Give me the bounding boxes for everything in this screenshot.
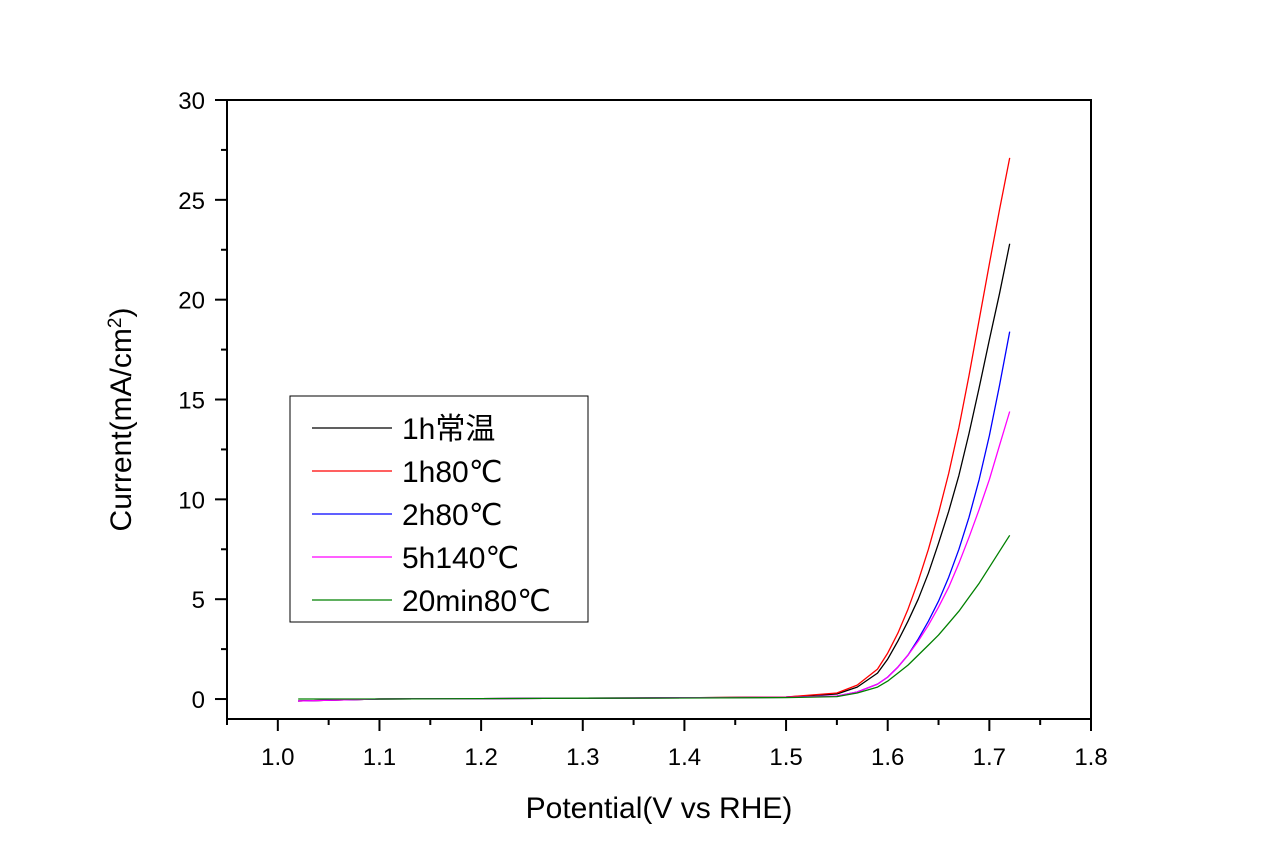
x-tick-label: 1.1 — [363, 744, 396, 771]
legend: 1h常温 1h80℃ 2h80℃ 5h140℃ 20min80℃ — [289, 395, 589, 623]
x-tick-label: 1.0 — [261, 744, 294, 771]
legend-item: 1h80℃ — [312, 456, 502, 489]
y-tick-label: 15 — [178, 388, 205, 415]
legend-label: 2h80℃ — [402, 499, 502, 532]
series-line-5 — [298, 534, 1011, 700]
legend-label: 20min80℃ — [402, 585, 551, 618]
x-axis: 1.0 1.1 1.2 1.3 1.4 1.5 1.6 1.7 1.8 — [226, 719, 1108, 771]
y-tick-label: 0 — [192, 687, 205, 714]
y-tick-label: 5 — [192, 587, 205, 614]
x-tick-label: 1.3 — [566, 744, 599, 771]
y-tick-label: 25 — [178, 188, 205, 215]
x-tick-label: 1.4 — [668, 744, 701, 771]
x-tick-label: 1.8 — [1074, 744, 1107, 771]
plot-frame — [226, 99, 1092, 720]
x-tick-label: 1.6 — [871, 744, 904, 771]
series-layer — [298, 157, 1011, 702]
y-axis-title-close: ) — [105, 308, 138, 318]
x-tick-label: 1.5 — [769, 744, 802, 771]
y-axis-title-main: Current(mA/cm — [105, 328, 138, 531]
y-axis-title-superscript: 2 — [105, 318, 126, 329]
legend-item: 2h80℃ — [312, 499, 502, 532]
y-tick-label: 30 — [178, 88, 205, 115]
x-axis-title: Potential(V vs RHE) — [526, 792, 793, 825]
legend-item: 1h常温 — [312, 413, 495, 446]
y-tick-label: 10 — [178, 487, 205, 514]
legend-item: 5h140℃ — [312, 542, 519, 575]
x-tick-label: 1.7 — [973, 744, 1006, 771]
legend-label: 1h常温 — [402, 413, 495, 446]
y-axis-title: Current(mA/cm2) — [105, 308, 139, 532]
legend-item: 20min80℃ — [312, 585, 551, 618]
legend-box — [289, 395, 589, 623]
x-tick-label: 1.2 — [464, 744, 497, 771]
legend-label: 1h80℃ — [402, 456, 502, 489]
legend-label: 5h140℃ — [402, 542, 519, 575]
y-axis: 0 5 10 15 20 25 30 — [178, 88, 227, 714]
y-tick-label: 20 — [178, 288, 205, 315]
